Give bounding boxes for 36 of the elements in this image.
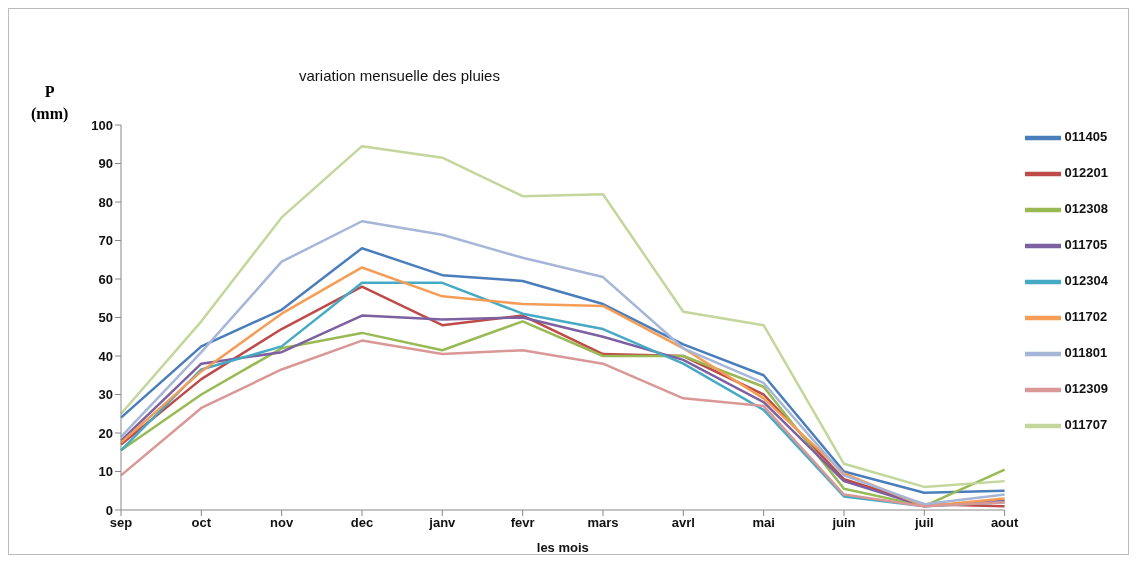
x-tick-label: avrl: [671, 515, 695, 531]
y-tick-label: 0: [105, 502, 113, 518]
y-tick-label: 30: [98, 387, 113, 403]
x-tick-label: juin: [831, 515, 856, 531]
x-axis-title: les mois: [536, 540, 589, 555]
legend-label: 011801: [1064, 344, 1108, 360]
x-tick-label: mai: [752, 515, 775, 531]
legend-label: 012304: [1064, 272, 1108, 288]
y-tick-label: 90: [98, 156, 113, 172]
x-tick-label: oct: [191, 515, 212, 531]
legend-label: 011405: [1064, 128, 1108, 144]
y-tick-label: 50: [98, 310, 113, 326]
legend-label: 012308: [1064, 200, 1108, 216]
x-tick-label: janv: [428, 515, 457, 531]
x-tick-label: juil: [913, 515, 934, 531]
x-tick-label: dec: [350, 515, 374, 531]
x-tick-label: fevr: [510, 515, 535, 531]
x-tick-label: mars: [587, 515, 619, 531]
legend-label: 012309: [1064, 380, 1108, 396]
x-tick-label: sep: [109, 515, 133, 531]
x-tick-label: aout: [990, 515, 1019, 531]
x-tick-label: nov: [270, 515, 294, 531]
y-tick-label: 70: [98, 233, 113, 249]
line-series: [119, 144, 1006, 489]
legend-label: 011705: [1064, 236, 1108, 252]
y-tick-label: 10: [98, 464, 113, 480]
y-tick-label: 60: [98, 271, 113, 287]
legend-label: 011702: [1064, 308, 1108, 324]
y-tick-label: 20: [98, 425, 113, 441]
chart-title: variation mensuelle des pluies: [299, 67, 500, 84]
y-tick-label: 100: [91, 117, 113, 133]
legend-label: 011707: [1064, 416, 1108, 432]
y-axis-title: P (mm): [31, 82, 69, 125]
legend-label: 012201: [1064, 164, 1108, 180]
y-tick-label: 40: [98, 348, 113, 364]
y-tick-label: 80: [98, 194, 113, 210]
